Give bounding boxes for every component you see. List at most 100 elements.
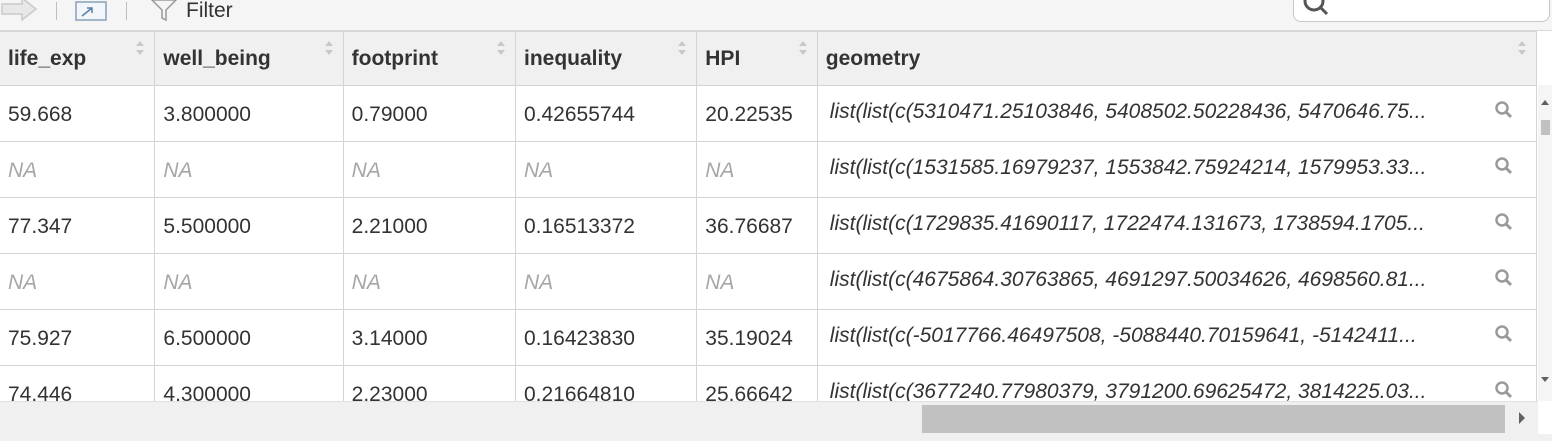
cell-life-exp[interactable]: 59.668 [0, 85, 156, 142]
table-row: 74.446 4.300000 2.23000 0.21664810 25.66642 l… [0, 365, 1538, 401]
cell-value: list(list(c(5310471.25103846, 5408502.50… [829, 100, 1427, 123]
cell-geometry[interactable]: list(list(c(5310471.25103846, 5408502.50… [816, 85, 1538, 142]
vertical-scroll-thumb[interactable] [1541, 120, 1550, 135]
sort-arrows-icon[interactable] [677, 40, 687, 56]
cell-life-exp[interactable]: NA [0, 141, 156, 198]
cell-hpi[interactable]: 35.19024 [696, 309, 818, 366]
magnifier-icon[interactable] [1494, 100, 1514, 120]
cell-inequality[interactable]: 0.16423830 [514, 309, 698, 366]
cell-well-being[interactable]: 3.800000 [154, 85, 344, 142]
search-field[interactable] [1293, 0, 1550, 22]
cell-inequality[interactable]: NA [514, 253, 698, 310]
cell-inequality[interactable]: NA [514, 141, 698, 198]
column-header-well-being[interactable]: well_being [154, 31, 344, 86]
sort-arrows-icon[interactable] [1517, 40, 1527, 56]
cell-footprint[interactable]: 2.23000 [342, 365, 516, 401]
scroll-right-arrow-icon[interactable] [1519, 412, 1525, 424]
cell-well-being[interactable]: NA [154, 141, 344, 198]
cell-life-exp[interactable]: NA [0, 253, 156, 310]
cell-value: 35.19024 [705, 327, 793, 350]
cell-footprint[interactable]: 2.21000 [342, 197, 516, 254]
cell-footprint[interactable]: NA [342, 141, 516, 198]
cell-value: 0.16513372 [523, 215, 635, 238]
cell-life-exp[interactable]: 75.927 [0, 309, 156, 366]
cell-geometry[interactable]: list(list(c(3677240.77980379, 3791200.69… [816, 365, 1538, 401]
cell-value: 6.500000 [163, 327, 251, 350]
scroll-up-arrow-icon[interactable] [1541, 100, 1549, 105]
data-table: life_exp well_being footprint inequality HPI… [0, 31, 1538, 401]
horizontal-scroll-thumb[interactable] [922, 405, 1505, 433]
sort-arrows-icon[interactable] [798, 40, 808, 56]
table-row: NA NA NA NA NA list(list(c(4675864.30763865, … [0, 253, 1538, 310]
filter-button-label[interactable]: Filter [186, 0, 233, 22]
cell-value: 20.22535 [705, 103, 793, 126]
cell-hpi[interactable]: NA [696, 253, 818, 310]
cell-value: NA [523, 159, 554, 182]
cell-hpi[interactable]: 36.76687 [696, 197, 818, 254]
column-header-geometry[interactable]: geometry [816, 31, 1538, 86]
table-row: NA NA NA NA NA list(list(c(1531585.16979237, … [0, 141, 1538, 198]
magnifier-icon[interactable] [1494, 268, 1514, 288]
cell-well-being[interactable]: 5.500000 [154, 197, 344, 254]
cell-well-being[interactable]: 4.300000 [154, 365, 344, 401]
vertical-scrollbar[interactable] [1538, 85, 1552, 401]
cell-value: 75.927 [8, 327, 73, 350]
table-body: 59.668 3.800000 0.79000 0.42655744 20.22535 l… [0, 85, 1538, 401]
cell-footprint[interactable]: 3.14000 [342, 309, 516, 366]
cell-value: NA [705, 271, 735, 294]
cell-value: NA [523, 271, 554, 294]
cell-hpi[interactable]: NA [696, 141, 818, 198]
column-header-footprint[interactable]: footprint [342, 31, 516, 86]
cell-value: 0.42655744 [523, 103, 635, 126]
cell-value: 0.79000 [351, 103, 428, 126]
cell-footprint[interactable]: NA [342, 253, 516, 310]
cell-inequality[interactable]: 0.21664810 [514, 365, 698, 401]
cell-geometry[interactable]: list(list(c(1729835.41690117, 1722474.13… [816, 197, 1538, 254]
magnifier-icon[interactable] [1494, 156, 1514, 176]
cell-value: list(list(c(4675864.30763865, 4691297.50… [829, 268, 1427, 291]
cell-value: NA [163, 159, 193, 182]
column-header-label: inequality [523, 47, 623, 70]
cell-value: list(list(c(-5017766.46497508, -5088440.… [829, 324, 1417, 347]
data-viewer-toolbar: Filter [0, 0, 1552, 31]
header-row: life_exp well_being footprint inequality HPI… [0, 31, 1538, 86]
cell-inequality[interactable]: 0.42655744 [514, 85, 698, 142]
column-header-inequality[interactable]: inequality [514, 31, 698, 86]
funnel-icon[interactable] [150, 0, 178, 22]
horizontal-scrollbar[interactable] [0, 401, 1538, 435]
column-header-label: footprint [351, 47, 438, 70]
cell-well-being[interactable]: 6.500000 [154, 309, 344, 366]
table-row: 77.347 5.500000 2.21000 0.16513372 36.76687 l… [0, 197, 1538, 254]
forward-arrow-icon[interactable] [0, 0, 40, 22]
table-row: 59.668 3.800000 0.79000 0.42655744 20.22535 l… [0, 85, 1538, 142]
cell-value: 74.446 [8, 383, 73, 401]
sort-arrows-icon[interactable] [496, 40, 506, 56]
cell-value: 4.300000 [163, 383, 251, 401]
cell-well-being[interactable]: NA [154, 253, 344, 310]
cell-hpi[interactable]: 20.22535 [696, 85, 818, 142]
magnifier-icon[interactable] [1494, 380, 1514, 400]
cell-hpi[interactable]: 25.66642 [696, 365, 818, 401]
cell-inequality[interactable]: 0.16513372 [514, 197, 698, 254]
cell-value: 3.800000 [163, 103, 251, 126]
cell-footprint[interactable]: 0.79000 [342, 85, 516, 142]
scroll-down-arrow-icon[interactable] [1541, 377, 1549, 382]
cell-value: NA [351, 159, 381, 182]
magnifier-icon[interactable] [1494, 212, 1514, 232]
magnifier-icon[interactable] [1494, 324, 1514, 344]
sort-arrows-icon[interactable] [135, 40, 145, 56]
cell-value: 25.66642 [705, 383, 793, 401]
cell-geometry[interactable]: list(list(c(4675864.30763865, 4691297.50… [816, 253, 1538, 310]
search-input[interactable] [1334, 0, 1538, 21]
column-header-label: well_being [163, 47, 271, 70]
column-header-label: HPI [705, 47, 741, 70]
cell-life-exp[interactable]: 77.347 [0, 197, 156, 254]
column-header-hpi[interactable]: HPI [696, 31, 818, 86]
column-header-life-exp[interactable]: life_exp [0, 31, 156, 86]
cell-life-exp[interactable]: 74.446 [0, 365, 156, 401]
popout-icon[interactable] [74, 0, 110, 22]
cell-geometry[interactable]: list(list(c(1531585.16979237, 1553842.75… [816, 141, 1538, 198]
cell-geometry[interactable]: list(list(c(-5017766.46497508, -5088440.… [816, 309, 1538, 366]
sort-arrows-icon[interactable] [324, 40, 334, 56]
cell-value: NA [8, 271, 38, 294]
